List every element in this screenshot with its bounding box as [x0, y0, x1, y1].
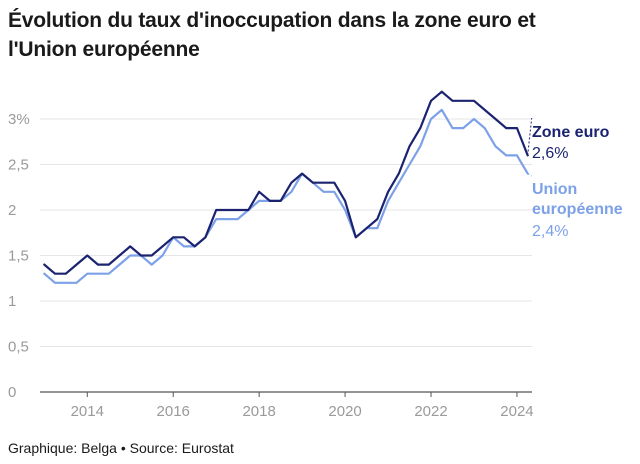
- y-tick-label: 2: [8, 202, 16, 219]
- series-line-zone-euro: [43, 90, 529, 275]
- series-labels: Zone euro 2,6% Union européenne 2,4%: [532, 124, 623, 240]
- series-label-zone-euro: Zone euro: [532, 124, 610, 141]
- x-axis-ticks: 2014 2016 2018 2020 2022 2024: [71, 392, 534, 420]
- chart-title: Évolution du taux d'inoccupation dans la…: [8, 9, 536, 61]
- y-tick-label: 3%: [8, 111, 30, 128]
- x-tick-label: 2020: [328, 403, 361, 420]
- x-tick-label: 2014: [71, 403, 104, 420]
- series-label-union-europeenne-line1: Union: [532, 181, 577, 198]
- x-tick-label: 2024: [500, 403, 533, 420]
- grid-layer: [40, 118, 532, 393]
- y-tick-label: 1: [8, 293, 16, 310]
- label-leader: [527, 173, 532, 177]
- y-axis-ticks: 0 0,5 1 1,5 2 2,5 3%: [8, 111, 30, 401]
- series-value-zone-euro: 2,6%: [532, 145, 568, 162]
- chart-footer: Graphique: Belga • Source: Eurostat: [8, 440, 234, 456]
- series-label-union-europeenne-line2: européenne: [532, 201, 623, 218]
- series-line-union-europeenne: [43, 108, 529, 284]
- x-tick-label: 2016: [157, 403, 190, 420]
- series-value-union-europeenne: 2,4%: [532, 223, 568, 240]
- y-tick-label: 0,5: [8, 338, 29, 355]
- x-tick-label: 2022: [414, 403, 447, 420]
- series-label-union-europeenne: Union européenne: [532, 181, 623, 218]
- y-tick-label: 2,5: [8, 156, 29, 173]
- y-tick-label: 0: [8, 384, 16, 401]
- x-tick-label: 2018: [242, 403, 275, 420]
- y-tick-label: 1,5: [8, 247, 29, 264]
- series-layer: [43, 90, 533, 284]
